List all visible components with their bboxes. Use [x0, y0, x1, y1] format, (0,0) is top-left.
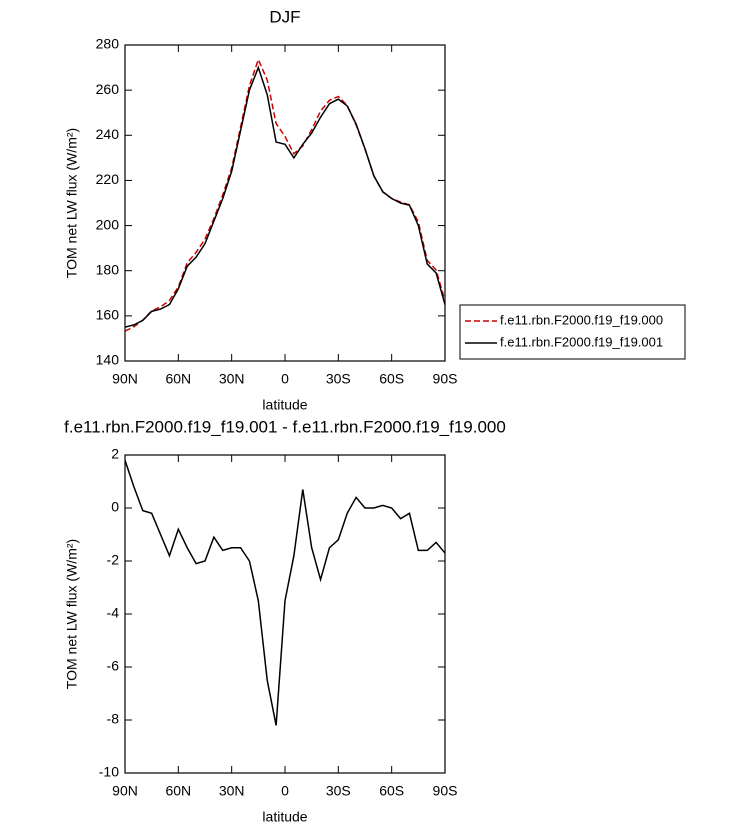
x-tick-label: 90S	[433, 371, 458, 387]
x-tick-label: 90S	[433, 783, 458, 799]
plot-frame	[124, 454, 446, 774]
y-tick-label: 180	[96, 261, 120, 277]
legend-label: f.e11.rbn.F2000.f19_f19.000	[500, 312, 663, 327]
series-line	[124, 65, 446, 328]
y-tick-label: 280	[96, 36, 120, 52]
y-tick-label: 260	[96, 81, 120, 97]
series-line	[124, 57, 446, 332]
y-tick-label: -10	[99, 764, 119, 780]
x-axis-label: latitude	[262, 809, 307, 825]
y-tick-label: 220	[96, 171, 120, 187]
x-tick-label: 0	[281, 783, 289, 799]
y-tick-label: 240	[96, 126, 120, 142]
y-tick-label: -6	[107, 658, 120, 674]
y-axis-label: TOM net LW flux (W/m²)	[64, 539, 80, 689]
legend-box	[459, 304, 686, 360]
x-tick-label: 30S	[326, 371, 351, 387]
y-tick-label: 0	[111, 499, 119, 515]
x-tick-label: 60N	[165, 783, 191, 799]
x-tick-label: 60N	[165, 371, 191, 387]
x-tick-label: 30N	[219, 371, 245, 387]
y-tick-label: -2	[107, 552, 120, 568]
x-tick-label: 30N	[219, 783, 245, 799]
x-tick-label: 0	[281, 371, 289, 387]
x-tick-label: 90N	[112, 783, 138, 799]
x-tick-label: 60S	[379, 783, 404, 799]
y-tick-label: 160	[96, 307, 120, 323]
series-line	[124, 460, 446, 726]
y-tick-label: 200	[96, 216, 120, 232]
y-tick-label: 2	[111, 446, 119, 462]
x-tick-label: 30S	[326, 783, 351, 799]
chart-title: DJF	[269, 7, 300, 26]
y-tick-label: -4	[107, 605, 120, 621]
legend-label: f.e11.rbn.F2000.f19_f19.001	[500, 334, 663, 349]
y-tick-label: -8	[107, 711, 120, 727]
y-tick-label: 140	[96, 352, 120, 368]
plot-frame	[124, 44, 446, 362]
x-tick-label: 60S	[379, 371, 404, 387]
chart-title: f.e11.rbn.F2000.f19_f19.001 - f.e11.rbn.…	[64, 417, 506, 436]
x-axis-label: latitude	[262, 397, 307, 413]
y-axis-label: TOM net LW flux (W/m²)	[64, 128, 80, 278]
x-tick-label: 90N	[112, 371, 138, 387]
